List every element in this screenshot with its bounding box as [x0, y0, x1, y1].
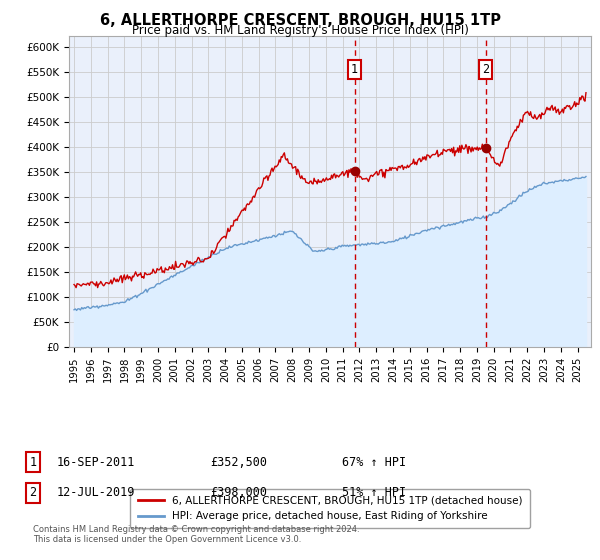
Text: 12-JUL-2019: 12-JUL-2019 [57, 486, 136, 500]
Text: £398,000: £398,000 [210, 486, 267, 500]
Text: 1: 1 [351, 63, 358, 76]
Text: 2: 2 [482, 63, 490, 76]
Text: Contains HM Land Registry data © Crown copyright and database right 2024.
This d: Contains HM Land Registry data © Crown c… [33, 525, 359, 544]
Text: 51% ↑ HPI: 51% ↑ HPI [342, 486, 406, 500]
Text: Price paid vs. HM Land Registry's House Price Index (HPI): Price paid vs. HM Land Registry's House … [131, 24, 469, 37]
Text: 67% ↑ HPI: 67% ↑ HPI [342, 455, 406, 469]
Text: 6, ALLERTHORPE CRESCENT, BROUGH, HU15 1TP: 6, ALLERTHORPE CRESCENT, BROUGH, HU15 1T… [100, 13, 500, 28]
Text: 16-SEP-2011: 16-SEP-2011 [57, 455, 136, 469]
Text: 1: 1 [29, 455, 37, 469]
Legend: 6, ALLERTHORPE CRESCENT, BROUGH, HU15 1TP (detached house), HPI: Average price, : 6, ALLERTHORPE CRESCENT, BROUGH, HU15 1T… [130, 489, 530, 529]
Text: £352,500: £352,500 [210, 455, 267, 469]
Text: 2: 2 [29, 486, 37, 500]
